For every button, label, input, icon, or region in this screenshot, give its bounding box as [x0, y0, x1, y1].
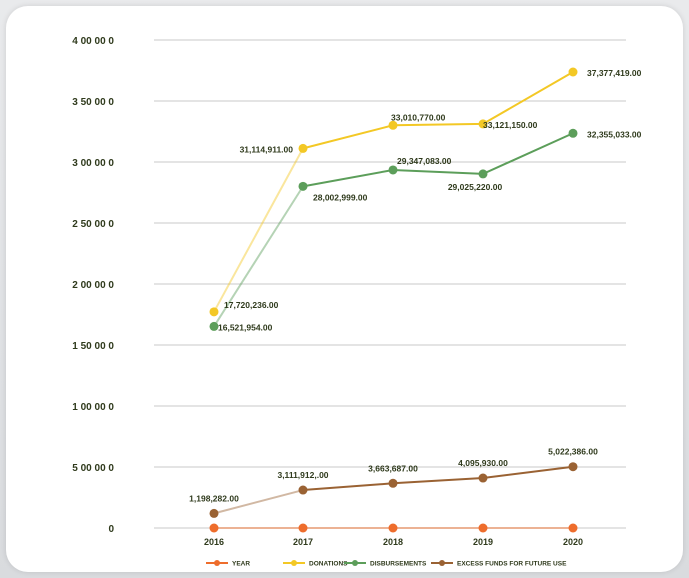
legend-label: DISBURSEMENTS — [370, 561, 427, 568]
data-point — [298, 181, 308, 191]
legend-swatch-dot — [439, 560, 445, 566]
data-point — [478, 169, 488, 179]
series-line — [302, 71, 574, 150]
x-tick-label: 2017 — [293, 537, 313, 547]
data-point — [298, 485, 308, 495]
data-label: 3,111,912,.00 — [277, 470, 328, 480]
y-tick-label: 3 50 00 0 — [72, 97, 114, 108]
series-line — [302, 465, 574, 492]
chart-card: 0 5 00 00 0 1 00 00 0 1 50 00 0 2 00 00 0 2 5… — [6, 6, 683, 572]
data-label: 28,002,999.00 — [313, 192, 368, 202]
data-label: 31,114,911.00 — [240, 144, 294, 154]
line-chart: 0 5 00 00 0 1 00 00 0 1 50 00 0 2 00 00 0 2 5… — [72, 36, 641, 568]
data-label: 17,720,236.00 — [224, 300, 279, 310]
data-label: 33,121,150.00 — [483, 120, 538, 130]
x-tick-label: 2018 — [383, 537, 403, 547]
x-axis-ticks: 2016 2017 2018 2019 2020 — [204, 537, 583, 547]
legend-swatch-dot — [352, 560, 358, 566]
data-label: 5,022,386.00 — [548, 447, 598, 457]
y-tick-label: 0 — [108, 524, 114, 535]
data-point — [568, 128, 578, 138]
data-point — [209, 321, 219, 331]
y-axis-ticks: 0 5 00 00 0 1 00 00 0 1 50 00 0 2 00 00 0 2 5… — [72, 36, 114, 535]
data-point — [478, 523, 488, 533]
legend-swatch-dot — [291, 560, 297, 566]
legend-label: DONATIONS — [309, 561, 348, 568]
data-label: 16,521,954.00 — [218, 322, 273, 332]
data-label: 32,355,033.00 — [587, 129, 642, 139]
y-tick-label: 1 50 00 0 — [72, 341, 114, 352]
series-line — [302, 132, 574, 188]
data-point — [568, 462, 578, 472]
data-label: 1,198,282.00 — [189, 493, 239, 503]
data-point — [209, 523, 219, 533]
data-label: 37,377,419.00 — [587, 68, 642, 78]
series-points — [209, 67, 578, 533]
data-label: 29,025,220.00 — [448, 182, 503, 192]
series-line-segment — [213, 489, 304, 515]
series-lines — [213, 71, 574, 529]
legend-label: YEAR — [232, 561, 250, 568]
legend-swatch-dot — [214, 560, 220, 566]
data-label: 29,347,083.00 — [397, 156, 452, 166]
series-line-segment — [213, 185, 304, 327]
data-labels: 1,198,282.00 3,111,912,.00 3,663,687.00 4,0… — [189, 68, 641, 503]
data-point — [388, 478, 398, 488]
data-point — [388, 165, 398, 175]
y-tick-label: 1 00 00 0 — [72, 402, 114, 413]
y-tick-label: 3 00 00 0 — [72, 158, 114, 169]
series-line-segment — [213, 147, 304, 313]
data-point — [568, 67, 578, 77]
x-tick-label: 2019 — [473, 537, 493, 547]
gridlines — [154, 39, 626, 529]
x-tick-label: 2016 — [204, 537, 224, 547]
data-point — [388, 120, 398, 130]
y-tick-label: 2 00 00 0 — [72, 280, 114, 291]
data-point — [298, 143, 308, 153]
data-point — [568, 523, 578, 533]
y-tick-label: 4 00 00 0 — [72, 36, 114, 47]
x-tick-label: 2020 — [563, 537, 583, 547]
data-point — [209, 508, 219, 518]
y-tick-label: 5 00 00 0 — [72, 463, 114, 474]
data-point — [478, 473, 488, 483]
data-point — [478, 119, 488, 129]
data-point — [298, 523, 308, 533]
data-label: 3,663,687.00 — [368, 463, 418, 473]
y-tick-label: 2 50 00 0 — [72, 219, 114, 230]
data-point — [209, 307, 219, 317]
data-label: 33,010,770.00 — [391, 112, 446, 122]
legend: YEAR DONATIONS DISBURSEMENTS EXCESS FUNDS F… — [206, 560, 567, 568]
data-label: 4,095,930.00 — [458, 458, 508, 468]
legend-label: EXCESS FUNDS FOR FUTURE USE — [457, 561, 567, 568]
data-point — [388, 523, 398, 533]
